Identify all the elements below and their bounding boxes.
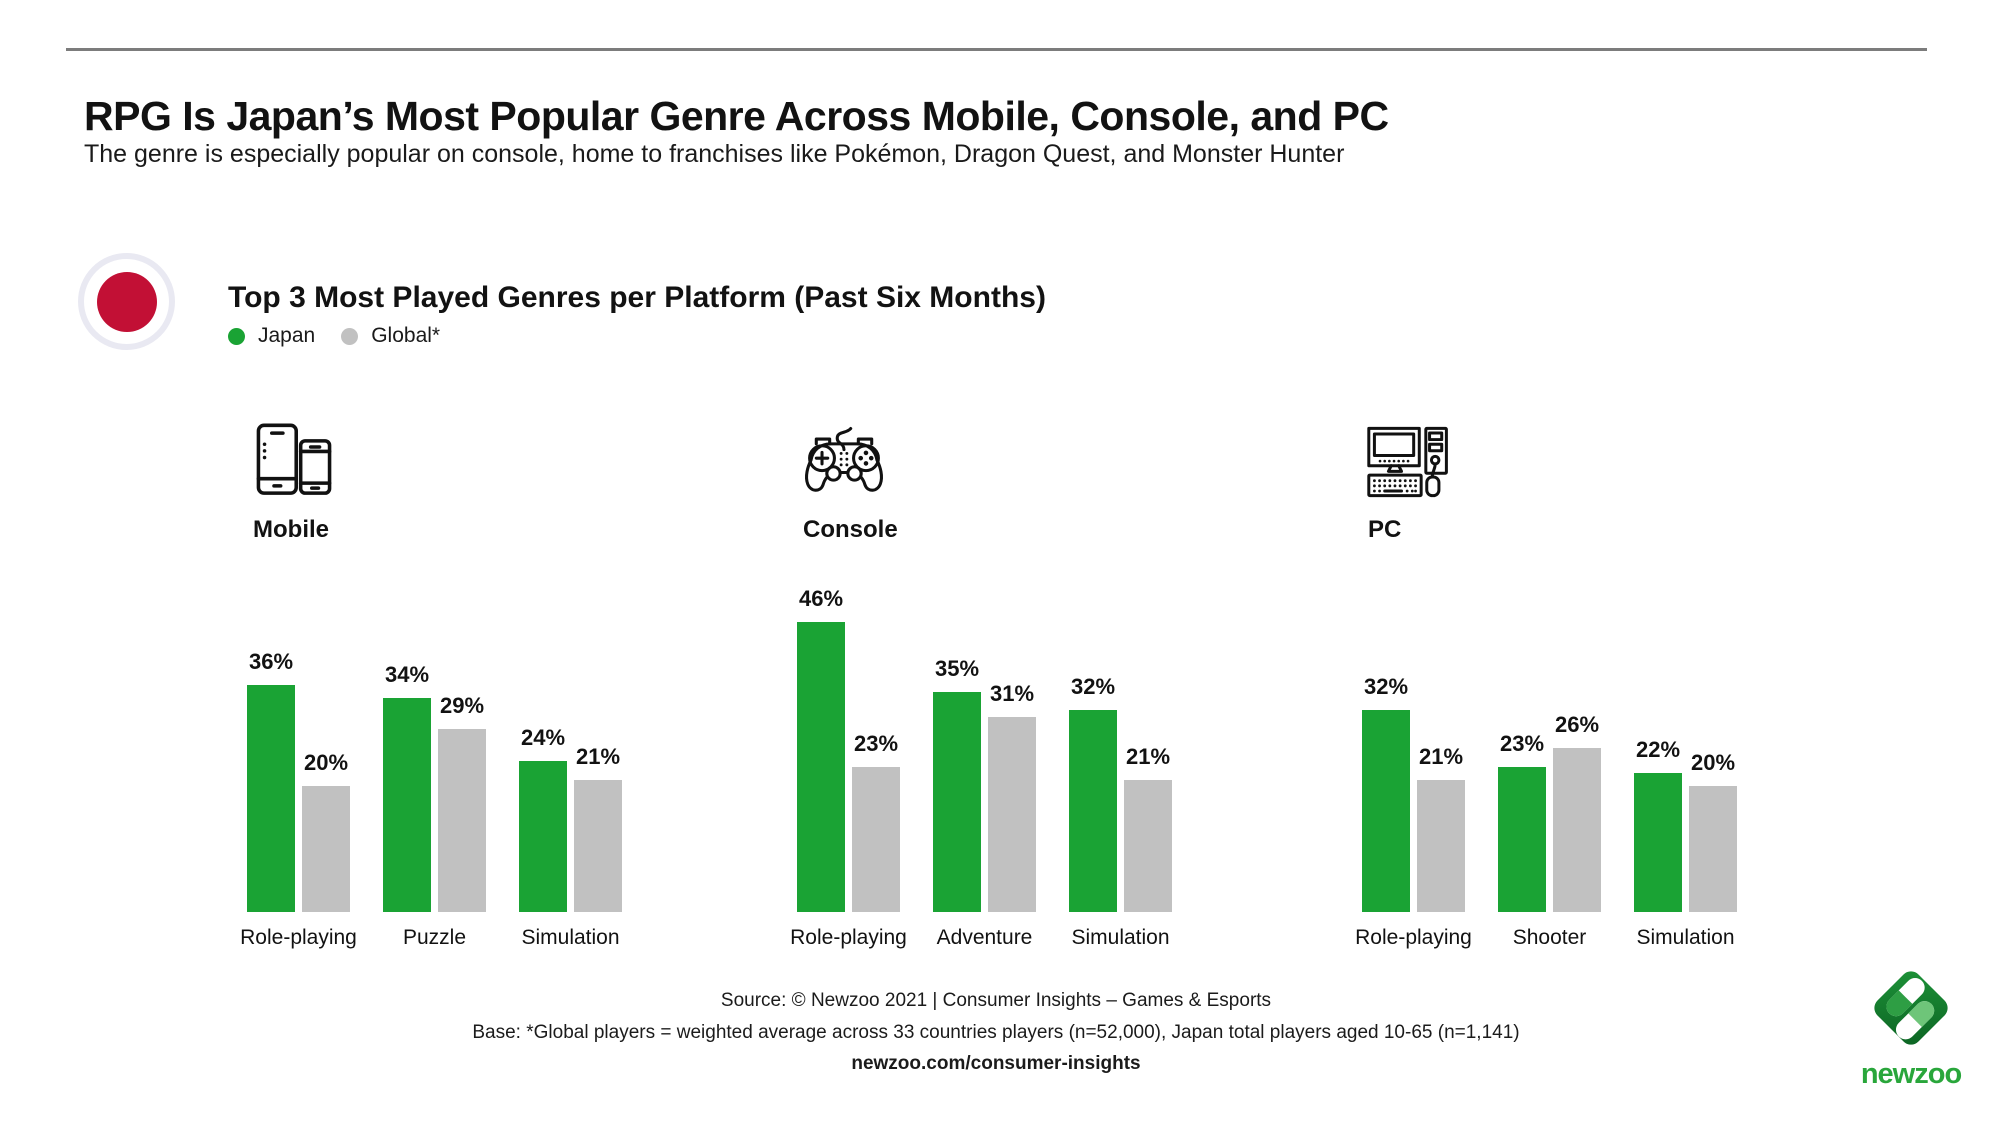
bar-japan [383,697,431,912]
platform-label: PC [1368,516,1402,543]
top-divider-line [66,48,1927,51]
desktop-computer-icon [1366,422,1452,502]
bar-japan [1634,773,1682,912]
platform-group-mobile: Mobile 36% 20% Role-playing 34% 29% Puzzle 24%… [240,420,677,1040]
category-label: Role-playing [240,926,357,949]
bar-chart-pc: 32% 21% Role-playing 23% 26% Shooter 22% 20% Sim… [1355,420,1792,949]
value-label-japan: 22% [1635,737,1681,763]
bar-global [852,767,900,912]
legend-dot-global-icon [341,327,359,345]
value-label-global: 23% [853,731,899,757]
bar-chart-console: 46% 23% Role-playing 35% 31% Adventure 32% 21% S… [790,420,1227,949]
bar-japan [797,622,845,912]
value-label-global: 20% [303,750,349,775]
newzoo-wordmark: newzoo [1860,1058,1962,1090]
value-label-japan: 32% [1070,674,1116,700]
value-label-global: 29% [439,693,485,719]
newzoo-logo-icon [1874,971,1948,1045]
legend-item-japan: Japan [228,324,315,348]
bar-global [1553,748,1601,912]
chart-title: Top 3 Most Played Genres per Platform (P… [228,280,1046,314]
bar-chart-mobile: 36% 20% Role-playing 34% 29% Puzzle 24% 21% Simu… [240,420,677,949]
bar-japan [519,760,567,912]
platform-group-console: Console 46% 23% Role-playing 35% 31% Adventur… [790,420,1227,1040]
value-label-global: 21% [575,743,621,769]
legend-item-global: Global* [341,324,440,348]
website-link[interactable]: newzoo.com/consumer-insights [851,1053,1141,1074]
category-label: Role-playing [790,926,907,949]
bar-japan [1498,767,1546,912]
page-subtitle: The genre is especially popular on conso… [84,140,1345,168]
base-line: Base: *Global players = weighted average… [472,1022,1520,1043]
category-label: Simulation [521,926,620,949]
legend-dot-japan-icon [228,327,245,345]
bar-japan [247,685,295,912]
legend-label-global: Global* [371,324,441,347]
value-label-japan: 23% [1499,731,1545,757]
bar-global [1417,779,1465,912]
bar-global [988,716,1036,912]
category-label: Puzzle [402,926,467,949]
japan-flag-icon [78,253,175,350]
bar-global [302,786,350,912]
value-label-global: 20% [1690,750,1736,775]
category-label: Simulation [1636,926,1735,949]
bar-global [1124,779,1172,912]
platform-label: Console [803,516,898,543]
category-label: Adventure [936,926,1033,949]
category-label: Shooter [1512,926,1587,949]
value-label-japan: 46% [798,586,844,612]
chart-legend: Japan Global* [228,324,452,348]
bar-global [1689,786,1737,912]
newzoo-logo: newzoo [1852,960,1970,1091]
mobile-devices-icon [251,422,337,502]
legend-label-japan: Japan [258,324,316,347]
page-title: RPG Is Japan’s Most Popular Genre Across… [84,93,1389,140]
category-label: Simulation [1071,926,1170,949]
footer: Source: © Newzoo 2021 | Consumer Insight… [0,990,1992,1075]
category-label: Role-playing [1355,926,1472,949]
bar-global [438,729,486,912]
value-label-japan: 34% [384,661,430,687]
platform-label: Mobile [253,516,329,543]
platform-group-pc: PC 32% 21% Role-playing 23% 26% Shooter 22% 20%… [1355,420,1792,1040]
value-label-global: 31% [989,680,1035,706]
value-label-global: 21% [1418,743,1464,769]
value-label-japan: 36% [248,649,294,675]
japan-flag-red-circle [96,271,157,332]
source-line: Source: © Newzoo 2021 | Consumer Insight… [720,990,1272,1011]
bar-global [574,779,622,912]
value-label-japan: 24% [520,724,566,750]
value-label-global: 26% [1554,712,1600,738]
bar-japan [1069,710,1117,912]
bar-japan [933,691,981,912]
value-label-japan: 35% [934,655,980,681]
gamepad-icon [801,422,887,502]
value-label-japan: 32% [1363,674,1409,700]
bar-japan [1362,710,1410,912]
value-label-global: 21% [1125,743,1171,769]
